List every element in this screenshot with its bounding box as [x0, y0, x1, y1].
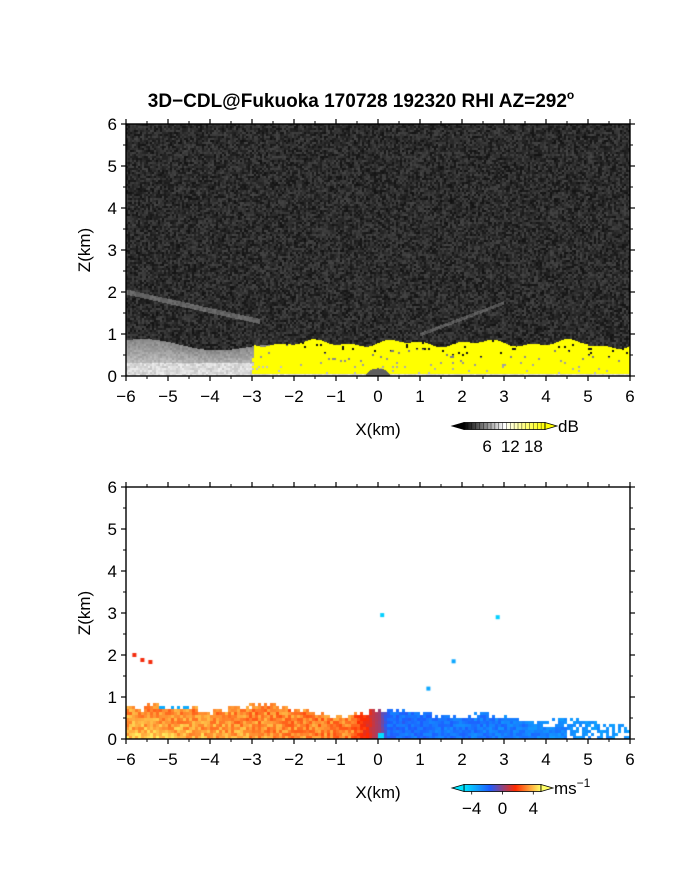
x-tick-label: −2 — [284, 387, 303, 406]
x-tick-label: 3 — [499, 387, 508, 406]
colorbar-tick-label: 4 — [529, 799, 538, 818]
y-tick-label: 5 — [108, 157, 117, 176]
x-tick-label: 1 — [415, 387, 424, 406]
x-tick-label: 5 — [583, 387, 592, 406]
backscatter-field — [126, 124, 630, 376]
colorbar-unit: dB — [558, 417, 579, 436]
y-tick-label: 0 — [108, 730, 117, 749]
x-tick-label: −1 — [326, 750, 345, 769]
x-tick-label: 5 — [583, 750, 592, 769]
x-tick-label: −3 — [242, 750, 261, 769]
x-tick-label: −4 — [200, 750, 219, 769]
x-tick-label: −5 — [158, 750, 177, 769]
velocity-field — [126, 487, 630, 739]
colorbar-tick-label: 0 — [498, 799, 507, 818]
colorbar-high-arrow — [540, 783, 555, 793]
colorbar-tick-label: 12 — [501, 437, 520, 456]
x-tick-label: 2 — [457, 750, 466, 769]
x-tick-label: −2 — [284, 750, 303, 769]
x-axis-label: X(km) — [355, 783, 400, 802]
figure-title: 3D−CDL@Fukuoka 170728 192320 RHI AZ=292o — [148, 88, 575, 112]
panel-velocity: −6 −5 −4 −3 −2 −1 0 1 2 3 4 5 6 0 1 2 3 4 5 6 X(km) Z(km) −4 0 4… — [75, 478, 635, 818]
colorbar-tick-label: 18 — [524, 437, 543, 456]
y-tick-label: 1 — [108, 325, 117, 344]
x-tick-label: 6 — [625, 387, 634, 406]
colorbar-tick-label: 6 — [482, 437, 491, 456]
x-tick-label: −1 — [326, 387, 345, 406]
x-axis-label: X(km) — [355, 420, 400, 439]
x-tick-label: 2 — [457, 387, 466, 406]
y-axis-label: Z(km) — [75, 591, 94, 635]
y-tick-label: 5 — [108, 520, 117, 539]
colorbar-dB — [463, 422, 546, 430]
x-tick-label: −3 — [242, 387, 261, 406]
colorbar-tick-label: −4 — [462, 799, 481, 818]
y-tick-label: 0 — [108, 367, 117, 386]
title-degree-mark: o — [567, 88, 574, 102]
x-tick-label: 3 — [499, 750, 508, 769]
x-tick-label: 0 — [373, 387, 382, 406]
x-tick-label: −6 — [116, 387, 135, 406]
y-tick-label: 1 — [108, 688, 117, 707]
colorbar-unit-base: ms — [554, 779, 577, 798]
colorbar-low-arrow — [450, 421, 465, 431]
title-text: 3D−CDL@Fukuoka 170728 192320 RHI AZ=292 — [148, 91, 567, 112]
colorbar-unit: ms−1 — [554, 776, 591, 798]
y-tick-label: 2 — [108, 283, 117, 302]
x-tick-label: −6 — [116, 750, 135, 769]
y-tick-label: 4 — [108, 562, 117, 581]
x-tick-label: −5 — [158, 387, 177, 406]
y-tick-label: 4 — [108, 199, 117, 218]
colorbar-velocity — [463, 784, 542, 792]
y-tick-label: 2 — [108, 646, 117, 665]
colorbar-low-arrow — [450, 783, 465, 793]
y-axis-label: Z(km) — [75, 228, 94, 272]
y-tick-label: 6 — [108, 115, 117, 134]
x-tick-label: 0 — [373, 750, 382, 769]
colorbar-unit-exponent: −1 — [577, 776, 591, 790]
y-tick-label: 6 — [108, 478, 117, 497]
y-tick-label: 3 — [108, 604, 117, 623]
x-tick-label: 1 — [415, 750, 424, 769]
x-tick-label: 4 — [541, 387, 550, 406]
y-tick-label: 3 — [108, 241, 117, 260]
x-tick-label: −4 — [200, 387, 219, 406]
x-tick-label: 4 — [541, 750, 550, 769]
x-tick-label: 6 — [625, 750, 634, 769]
colorbar-high-arrow — [544, 421, 559, 431]
